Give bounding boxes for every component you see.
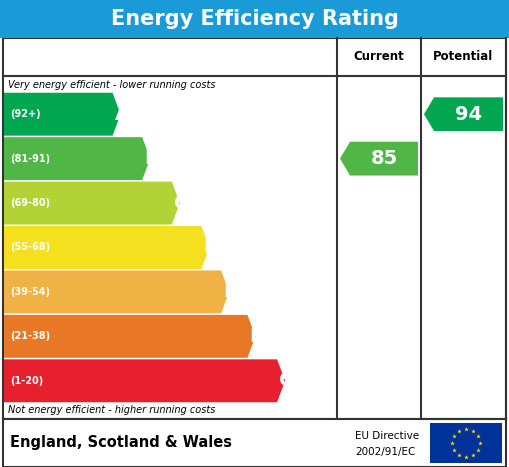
Bar: [3, 419, 506, 467]
Text: B: B: [144, 149, 159, 168]
Text: (39-54): (39-54): [10, 287, 50, 297]
Text: EU Directive: EU Directive: [355, 431, 419, 441]
Polygon shape: [4, 137, 150, 180]
Text: (81-91): (81-91): [10, 154, 50, 163]
Text: A: A: [115, 105, 130, 124]
Text: F: F: [249, 327, 263, 346]
Text: Not energy efficient - higher running costs: Not energy efficient - higher running co…: [8, 405, 215, 415]
Text: 2002/91/EC: 2002/91/EC: [355, 446, 415, 457]
Polygon shape: [4, 270, 229, 313]
Polygon shape: [4, 359, 285, 402]
Text: Current: Current: [354, 50, 404, 64]
Polygon shape: [340, 142, 418, 176]
Text: 85: 85: [371, 149, 398, 168]
Text: Energy Efficiency Rating: Energy Efficiency Rating: [110, 9, 399, 29]
Bar: [430, 423, 502, 463]
Text: G: G: [279, 371, 295, 390]
Bar: [0, 0, 509, 38]
Text: England, Scotland & Wales: England, Scotland & Wales: [10, 436, 232, 451]
Text: 94: 94: [455, 105, 482, 124]
Polygon shape: [4, 182, 180, 225]
Text: C: C: [174, 193, 188, 212]
Bar: [3, 38, 506, 419]
Polygon shape: [4, 226, 209, 269]
Polygon shape: [424, 97, 503, 131]
Text: (1-20): (1-20): [10, 376, 43, 386]
Text: Potential: Potential: [433, 50, 494, 64]
Polygon shape: [4, 93, 121, 136]
Text: (92+): (92+): [10, 109, 41, 119]
Text: (21-38): (21-38): [10, 332, 50, 341]
Text: D: D: [204, 238, 219, 257]
Text: (69-80): (69-80): [10, 198, 50, 208]
Polygon shape: [4, 315, 256, 358]
Text: (55-68): (55-68): [10, 242, 50, 253]
Text: E: E: [223, 283, 236, 301]
Text: Very energy efficient - lower running costs: Very energy efficient - lower running co…: [8, 80, 215, 90]
